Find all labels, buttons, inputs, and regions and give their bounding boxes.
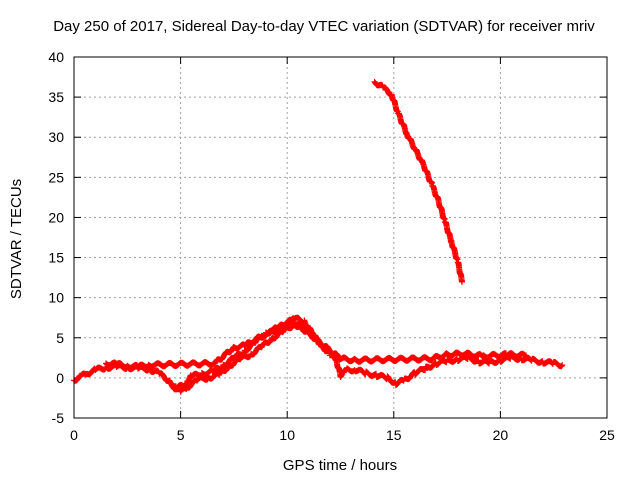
series-markers	[169, 321, 318, 395]
series-markers	[371, 78, 465, 285]
y-tick-label: 10	[48, 290, 64, 306]
y-axis-label: SDTVAR / TECUs	[8, 179, 25, 299]
y-tick-label: 0	[56, 370, 64, 386]
series-markers	[103, 316, 529, 371]
y-tick-label: 40	[48, 49, 64, 65]
chart-title: Day 250 of 2017, Sidereal Day-to-day VTE…	[53, 18, 595, 35]
x-tick-label: 5	[177, 427, 185, 443]
y-tick-label: 20	[48, 209, 64, 225]
series-lower-band	[169, 321, 318, 395]
x-tick-label: 25	[599, 427, 615, 443]
x-tick-label: 15	[386, 427, 402, 443]
y-tick-label: 25	[48, 169, 64, 185]
x-tick-label: 20	[493, 427, 509, 443]
y-tick-label: -5	[52, 410, 65, 426]
x-tick-label: 0	[70, 427, 78, 443]
x-tick-label: 10	[279, 427, 295, 443]
y-tick-label: 5	[56, 330, 64, 346]
series-steep-segment	[371, 78, 465, 285]
x-axis-label: GPS time / hours	[283, 457, 397, 474]
data-series	[71, 78, 566, 395]
plot-frame	[73, 56, 608, 419]
series-upper-band	[103, 316, 529, 371]
y-tick-label: 35	[48, 89, 64, 105]
axis-ticks: 0 5 10 15 20 25 -5 0 5 10 15 20 25 30 35 40	[48, 49, 615, 443]
y-tick-label: 30	[48, 129, 64, 145]
y-tick-label: 15	[48, 250, 64, 266]
